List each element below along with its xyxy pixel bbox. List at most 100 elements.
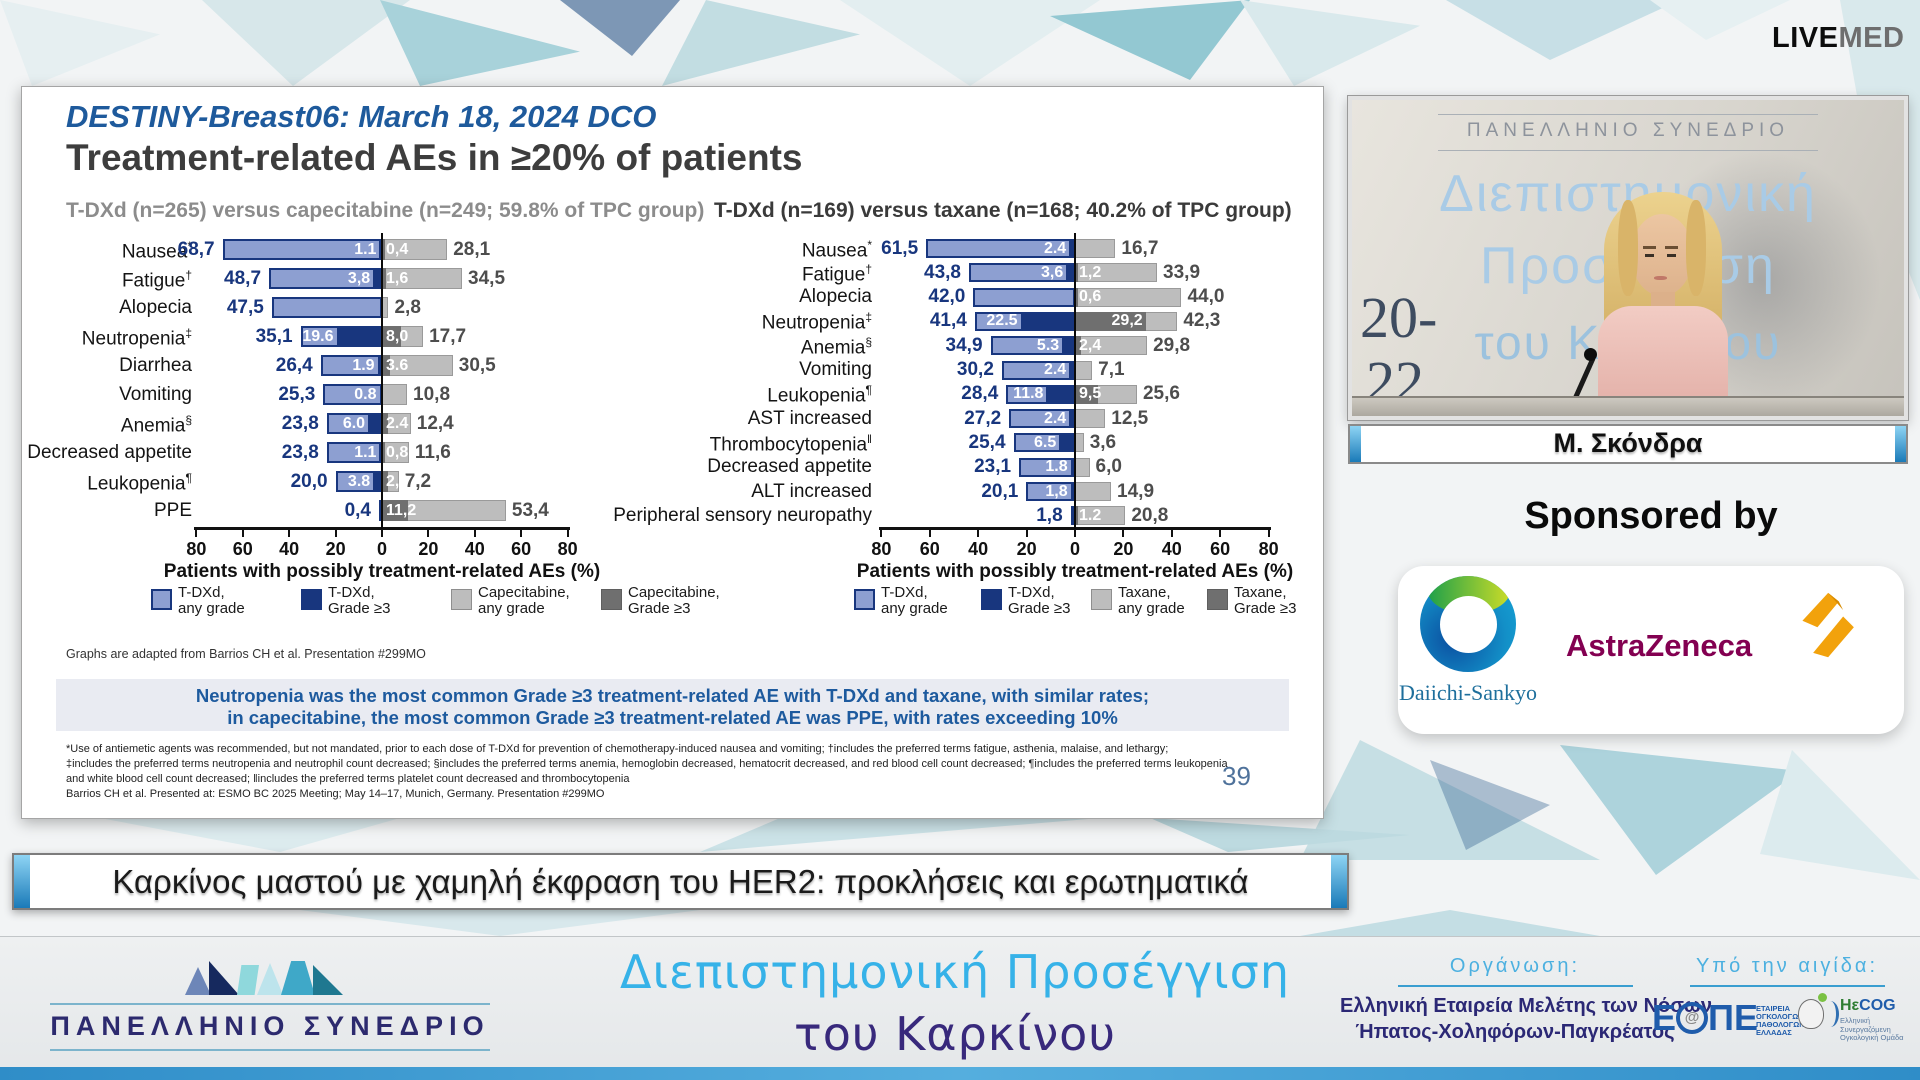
bar-tdxd-g3 xyxy=(373,268,382,289)
bar-tdxd-g3 xyxy=(1020,311,1075,331)
axis-tick-label: 60 xyxy=(511,539,532,559)
val-tdxd-g3: 1.9 xyxy=(352,356,375,374)
val-tdxd-any: 35,1 xyxy=(255,325,293,347)
name-bar-cap-right xyxy=(1895,426,1906,462)
speaker-eye xyxy=(1667,254,1676,257)
legend-swatch-comp_any xyxy=(1091,589,1112,610)
highlight-line-1: Neutropenia was the most common Grade ≥3… xyxy=(195,685,1150,706)
name-bar-cap-left xyxy=(1350,426,1361,462)
val-tdxd-any: 20,1 xyxy=(981,480,1019,502)
val-comp-g3: 29,2 xyxy=(1111,312,1143,330)
axis-tick xyxy=(1025,529,1028,537)
footer-congress: ΠΑΝΕΛΛΗΝΙΟ ΣΥΝΕΔΡΙΟ xyxy=(50,1011,490,1041)
bar-tdxd-g3 xyxy=(373,471,382,492)
ae-label: Nausea* xyxy=(121,238,192,262)
bar-comp-g3 xyxy=(1075,287,1078,307)
val-tdxd-any: 28,4 xyxy=(961,383,999,405)
logo-shape xyxy=(185,967,211,995)
bar-comp-any xyxy=(1075,360,1093,380)
daiichi-sankyo-logo-icon xyxy=(1420,576,1516,672)
val-tdxd-any: 68,7 xyxy=(177,238,215,260)
ae-label: Vomiting xyxy=(119,383,192,405)
val-comp-any: 20,8 xyxy=(1131,504,1169,526)
axis-tick-label: 80 xyxy=(557,539,578,559)
axis-tick-label: 0 xyxy=(376,539,387,559)
axis-tick-label: 20 xyxy=(325,539,346,559)
bg-triangle xyxy=(1650,0,1790,40)
ae-label: Decreased appetite xyxy=(707,456,872,478)
legend-label: Taxane, Grade ≥3 xyxy=(1234,584,1297,617)
axis-tick-label: 0 xyxy=(1069,539,1080,559)
val-comp-g3: 11,2 xyxy=(386,501,417,519)
axis-tick xyxy=(288,529,291,537)
val-comp-g3: 2,8 xyxy=(386,472,409,490)
bar-comp-g3 xyxy=(382,355,391,376)
bg-triangle xyxy=(1446,0,1680,60)
val-comp-g3: 1.2 xyxy=(1079,506,1102,524)
bar-tdxd-g3 xyxy=(379,384,382,405)
astrazeneca-logo-icon xyxy=(1796,588,1856,665)
speaker-video[interactable]: ΠΑΝΕΛΛΗΝΙΟ ΣΥΝΕΔΡΙΟ Διεπιστημονική Προσέ… xyxy=(1347,95,1909,421)
val-tdxd-any: 1,8 xyxy=(1036,504,1063,526)
speaker-face xyxy=(1631,214,1693,296)
footer-rule xyxy=(1398,985,1633,987)
ae-label: Anemia§ xyxy=(120,412,192,436)
bar-tdxd-g3 xyxy=(1070,482,1075,501)
speaker-neck xyxy=(1651,292,1675,310)
legend-label: T-DXd, any grade xyxy=(881,584,948,617)
val-tdxd-any: 25,4 xyxy=(968,431,1006,453)
bar-comp-g3 xyxy=(1075,506,1078,526)
val-comp-any: 25,6 xyxy=(1142,383,1180,405)
axis-tick xyxy=(880,529,883,537)
speaker-name: Μ. Σκόνδρα xyxy=(1553,428,1703,458)
axis-tick-label: 60 xyxy=(232,539,253,559)
ae-label: Fatigue† xyxy=(121,267,192,291)
legend-label: Capecitabine, Grade ≥3 xyxy=(628,584,720,617)
val-comp-any: 12,4 xyxy=(416,412,454,434)
footer-title-1: Διεπιστημονική Προσέγγιση xyxy=(620,945,1290,999)
logo-shape xyxy=(257,963,283,995)
eope-spiral-icon: @ xyxy=(1676,1002,1709,1034)
axis-tick-label: 80 xyxy=(871,539,892,559)
bar-tdxd-any xyxy=(1070,506,1075,526)
astrazeneca-wordmark: AstraZeneca xyxy=(1566,628,1753,663)
ae-label: Neutropenia‡ xyxy=(81,325,192,349)
logo-shape xyxy=(281,961,315,995)
footer-rule xyxy=(50,1003,490,1005)
val-tdxd-g3: 3,8 xyxy=(347,269,371,287)
axis-tick-label: 40 xyxy=(1161,539,1182,559)
val-tdxd-g3: 5.3 xyxy=(1036,336,1060,354)
bar-comp-g3 xyxy=(1075,336,1081,356)
livemed-med: MED xyxy=(1838,22,1905,54)
speaker-eyebrow xyxy=(1643,246,1656,249)
bar-comp-g3 xyxy=(382,413,388,434)
bg-triangle xyxy=(700,818,1100,852)
bg-triangle xyxy=(380,0,580,86)
bar-tdxd-g3 xyxy=(1069,239,1075,258)
val-comp-any: 16,7 xyxy=(1121,237,1159,259)
val-tdxd-any: 23,8 xyxy=(281,441,319,463)
val-tdxd-g3: 2.4 xyxy=(1043,239,1067,257)
ae-label: Leukopenia¶ xyxy=(87,470,192,494)
val-comp-any: 2,8 xyxy=(394,296,421,318)
axis-tick-label: 60 xyxy=(919,539,940,559)
val-tdxd-any: 20,0 xyxy=(290,470,328,492)
bg-triangle xyxy=(100,818,400,852)
axis-tick-label: 40 xyxy=(279,539,300,559)
axis-tick-label: 20 xyxy=(1113,539,1134,559)
val-tdxd-g3: 6.5 xyxy=(1034,433,1057,451)
val-tdxd-g3: 11.8 xyxy=(1013,385,1044,403)
citation-line: Barrios CH et al. Presented at: ESMO BC … xyxy=(66,788,605,800)
legend-label: Taxane, any grade xyxy=(1118,584,1185,617)
sponsored-by-label: Sponsored by xyxy=(1524,495,1778,537)
speaker-hair-strand xyxy=(1686,200,1706,296)
val-comp-g3: 0,6 xyxy=(1079,288,1102,306)
bar-tdxd-g3 xyxy=(379,442,382,463)
zero-axis xyxy=(1074,233,1076,529)
bar-comp-g3 xyxy=(1075,263,1078,283)
bar-tdxd-g3 xyxy=(1059,433,1075,453)
val-tdxd-any: 23,1 xyxy=(974,456,1012,478)
val-comp-g3: 2,4 xyxy=(1079,336,1102,354)
bar-comp-g3 xyxy=(1075,311,1146,331)
legend-label: T-DXd, Grade ≥3 xyxy=(328,584,391,617)
